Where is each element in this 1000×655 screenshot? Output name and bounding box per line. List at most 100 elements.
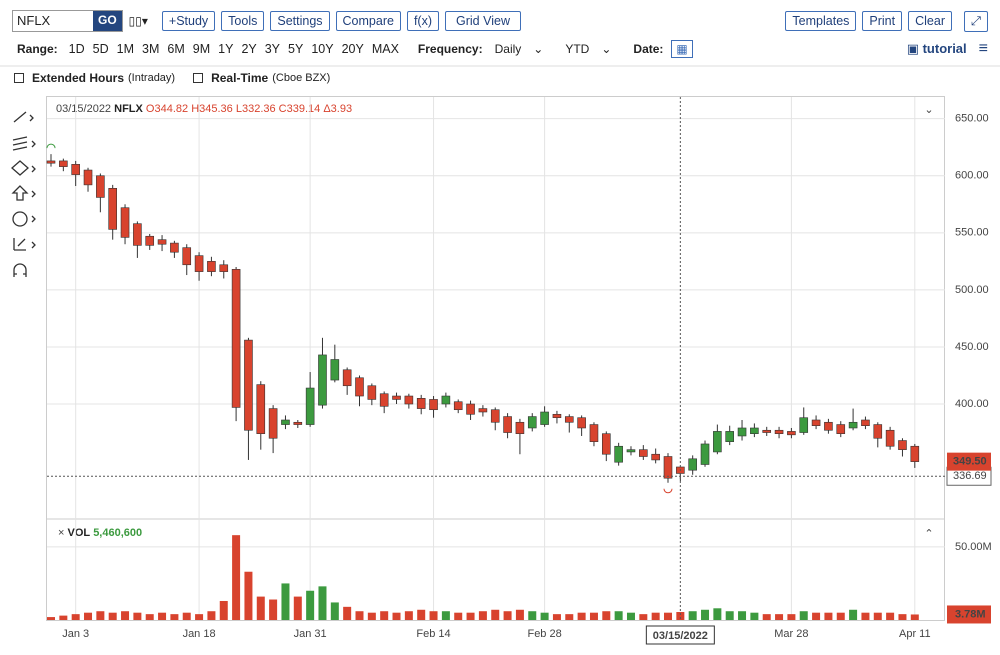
magnet-tool[interactable] [13,263,27,277]
candle-body [71,164,80,175]
volume-bar [626,612,635,620]
expand-button[interactable]: ⤢ [963,10,988,32]
candle-body [404,395,414,405]
candle-body [873,424,883,439]
settings-button[interactable]: Settings [270,11,330,31]
frequency-caret[interactable]: ⌄ [533,42,544,56]
tutorial-link[interactable]: ▣ tutorial [906,41,967,56]
grid-view-button[interactable]: Grid View [445,11,521,31]
crosshair-date-box [645,625,715,645]
candle-body [392,395,401,400]
candle-body [429,399,438,411]
fib-tool[interactable] [12,136,36,151]
line-tool[interactable] [13,111,34,123]
compare-button[interactable]: Compare [335,11,401,31]
candle-body [379,393,389,407]
study-button[interactable]: +Study [161,11,216,31]
tools-button[interactable]: Tools [221,11,265,31]
fx-button[interactable]: f(x) [406,11,440,31]
volume-bar [750,612,759,620]
templates-button[interactable]: Templates [785,11,857,31]
date-picker[interactable]: ▦ [671,40,693,58]
volume-bar [849,609,858,620]
y-tick-label: 450.00 [955,341,989,353]
real-time-checkbox[interactable] [193,73,204,83]
volume-bar [565,614,574,620]
candle-body [639,449,648,457]
range-option[interactable]: 20Y [341,42,364,56]
measure-tool[interactable] [13,238,36,251]
volume-bar [528,611,537,620]
collapse-volume-pane[interactable]: ⌃ [924,528,933,540]
last-price: 349.50 [953,456,987,468]
candle-body [318,354,327,406]
range-label: Range: [17,42,58,56]
volume-bar [330,602,339,620]
collapse-price-pane[interactable]: ⌄ [924,104,933,116]
y-tick-label: 500.00 [955,284,989,296]
menu-icon[interactable]: ≡ [978,40,988,57]
candle-body [342,369,352,387]
range-option[interactable]: 1M [116,42,135,56]
volume-bar [244,571,253,620]
volume-close-icon[interactable]: × [58,527,64,539]
real-time-label[interactable]: Real-Time [211,71,269,85]
range-option[interactable]: 10Y [311,42,334,56]
range-option[interactable]: MAX [371,42,399,56]
date-label: Date: [633,42,664,56]
candle-body [787,431,796,436]
range-option[interactable]: 5Y [288,42,304,56]
volume-bar [380,611,389,620]
period-caret[interactable]: ⌄ [601,42,612,56]
extended-hours-label[interactable]: Extended Hours [32,71,125,85]
shape-tool[interactable] [11,160,36,176]
candle-body [108,188,117,230]
candle-body [700,443,710,465]
volume-bar [824,612,833,620]
clear-button[interactable]: Clear [908,11,952,31]
range-option[interactable]: 5D [92,42,109,56]
range-option[interactable]: 1Y [218,42,234,56]
range-option[interactable]: 2Y [241,42,257,56]
drawing-tools [11,111,36,277]
period-select[interactable]: YTD [565,42,590,56]
volume-bar [232,535,241,620]
range-option[interactable]: 3M [142,42,160,56]
candle-body [416,398,426,409]
candle-body [503,416,512,433]
volume-bar [108,612,117,620]
volume-bar [318,586,327,620]
extended-hours-checkbox[interactable] [14,73,24,83]
x-tick-label: Jan 18 [183,628,216,640]
range-option[interactable]: 9M [192,42,211,56]
tutorial-text[interactable]: tutorial [922,41,967,56]
candle-body [59,160,68,167]
symbol-box: NFLX GO [12,10,123,32]
volume-bar [898,614,907,620]
volume-tick-label: 50.00M [955,541,992,553]
volume-bar [787,614,796,620]
candle-body [293,421,303,425]
candle-body [663,456,673,479]
frequency-select[interactable]: Daily [494,42,522,56]
candle-body [885,429,895,447]
volume-bar [639,614,648,620]
chart-type-menu[interactable]: ▯▯▾ [128,14,148,28]
arrow-tool[interactable] [11,185,36,201]
extended-hours-note: (Intraday) [128,72,176,84]
range-option[interactable]: 3Y [264,42,281,56]
go-button[interactable]: GO [93,11,122,31]
range-option[interactable]: 1D [68,42,85,56]
candle-body [910,445,920,462]
symbol-input[interactable]: NFLX [17,13,51,28]
candle-body [46,160,56,164]
volume-bar [454,612,463,620]
volume-bar [713,608,722,620]
annotation-tool[interactable] [12,211,28,227]
volume-header: × VOL 5,460,600 [58,527,142,539]
range-option[interactable]: 6M [167,42,185,56]
last-volume: 3.78M [955,608,986,620]
print-button[interactable]: Print [862,11,903,31]
candle-body [194,255,204,272]
volume-bar [293,596,302,620]
